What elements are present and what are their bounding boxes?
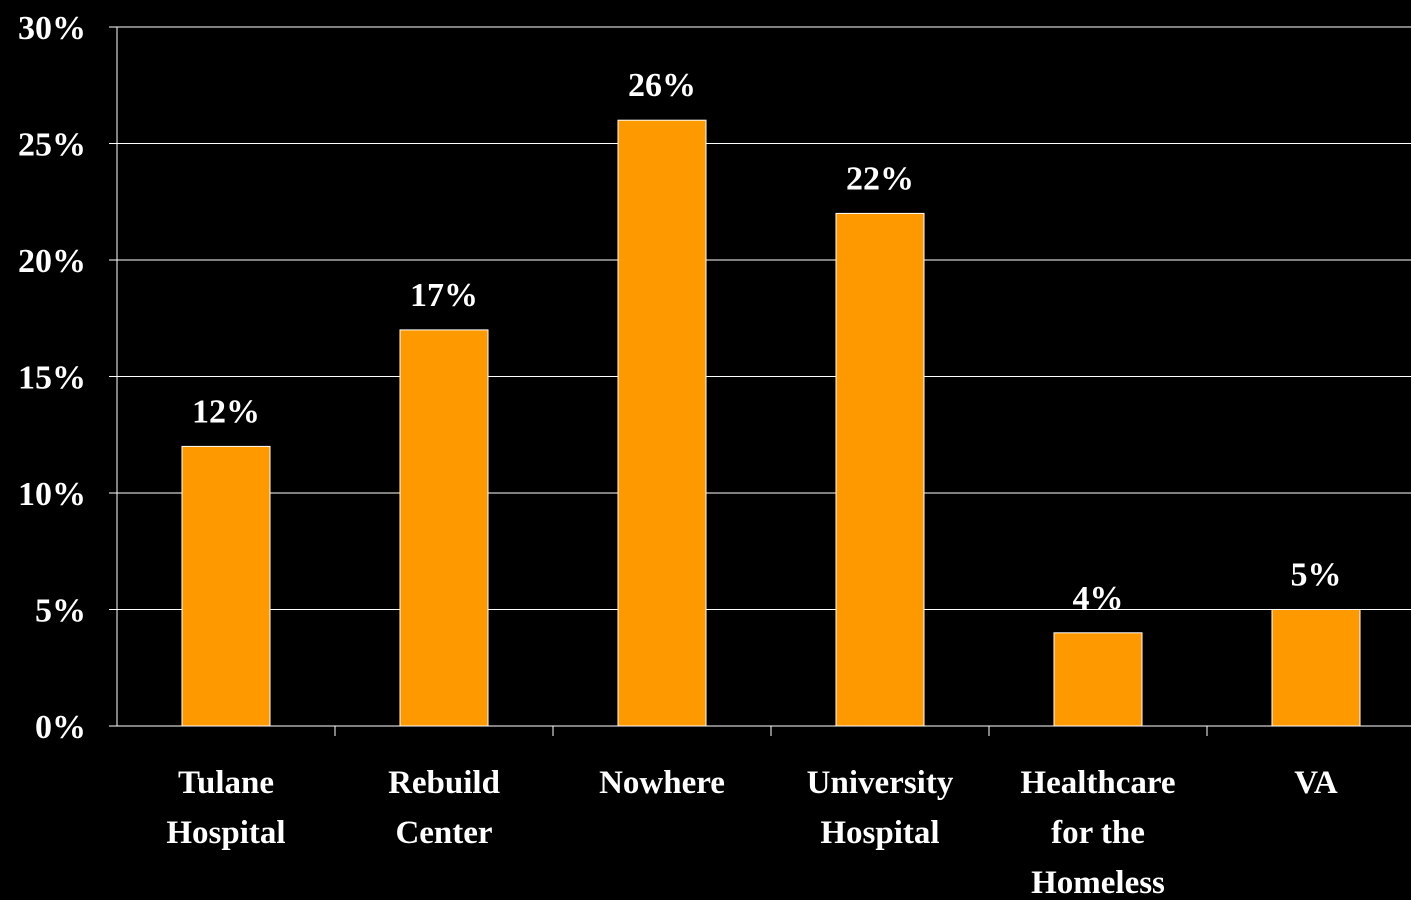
x-category-label: Tulane Hospital [166, 765, 285, 851]
y-tick-label: 0% [35, 709, 86, 746]
data-label: 17% [410, 277, 478, 314]
x-category-label-line: for the [1051, 815, 1145, 851]
x-category-label-line: VA [1294, 765, 1338, 801]
x-category-label-line: Tulane [178, 765, 274, 801]
x-category-label: VA [1294, 765, 1338, 801]
x-category-label: Rebuild Center [388, 765, 500, 851]
x-category-label-line: Rebuild [388, 765, 500, 801]
x-category-label-line: Healthcare [1020, 765, 1175, 801]
x-category-label-line: Center [395, 815, 492, 851]
bar [399, 329, 489, 727]
y-tick-label: 15% [18, 360, 86, 397]
bar [1271, 609, 1361, 727]
data-label: 5% [1291, 557, 1342, 594]
y-tick-label: 10% [18, 476, 86, 513]
x-category-label-line: Hospital [166, 815, 285, 851]
x-category-label-line: Hospital [820, 815, 939, 851]
bar [617, 119, 707, 727]
axes [109, 26, 1411, 736]
data-label: 4% [1073, 580, 1124, 617]
data-label: 22% [846, 160, 914, 197]
y-tick-label: 20% [18, 243, 86, 280]
x-category-label: University Hospital [807, 765, 954, 851]
y-tick-label: 5% [35, 593, 86, 630]
x-category-label: Healthcare for the Homeless [1020, 765, 1175, 895]
bars [181, 119, 1361, 727]
labels: 0% 5% 10% 15% 20% 25% 30% 12% Tulane Hospital 17% R… [18, 10, 1342, 900]
x-category-label-line: Homeless [1031, 865, 1165, 895]
x-category-label: Nowhere [599, 765, 725, 801]
y-tick-label: 25% [18, 127, 86, 164]
y-tick-label: 30% [18, 10, 86, 47]
gridlines [117, 26, 1411, 610]
x-category-label-line: University [807, 765, 954, 801]
x-category-label-line: Nowhere [599, 765, 725, 801]
bar [1053, 632, 1143, 727]
bar [835, 212, 925, 727]
data-label: 12% [192, 393, 260, 430]
bar [181, 445, 271, 727]
data-label: 26% [628, 67, 696, 104]
